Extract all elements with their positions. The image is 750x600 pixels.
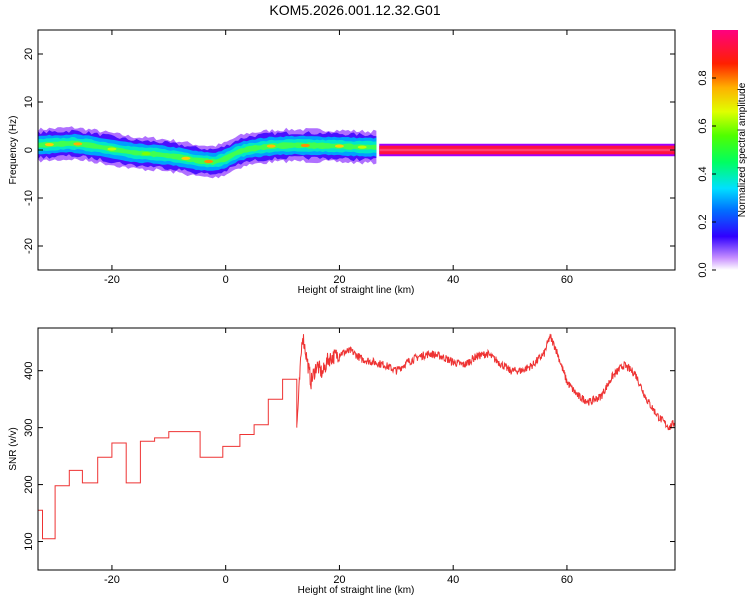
- spectrogram-peak-4: [181, 156, 191, 160]
- spectrogram-x-tick-label: 40: [447, 274, 459, 286]
- snr-y-label: SNR (v/v): [8, 427, 19, 470]
- spectrogram-y-tick-label: 20: [23, 48, 35, 60]
- spectrogram-x-tick-label: -20: [104, 274, 120, 286]
- snr-series-line: [38, 333, 676, 540]
- spectrogram-y-tick-label: -20: [23, 238, 35, 254]
- spectrogram-x-label: Height of straight line (km): [298, 285, 415, 296]
- snr-panel: -20 0 20 40 60 100 200 300 400 Height of straig…: [8, 327, 676, 596]
- snr-y-tick-label: 200: [23, 475, 35, 493]
- snr-x-tick-label: 40: [447, 574, 459, 586]
- snr-plot-area: [38, 328, 675, 570]
- colorbar-tick-label: 0.0: [697, 262, 709, 277]
- spectrogram-peak-9: [357, 145, 367, 149]
- spectrogram-peak-8: [334, 144, 344, 148]
- spectrogram-x-tick-label: 20: [333, 274, 345, 286]
- snr-y-ticks: 100 200 300 400: [23, 362, 675, 551]
- colorbar-tick-label: 0.6: [697, 118, 709, 133]
- colorbar-tick-label: 0.8: [697, 70, 709, 85]
- spectrogram-peak-0: [44, 142, 54, 147]
- spectrogram-peak-3: [141, 152, 151, 156]
- colorbar-tick-label: 0.2: [697, 214, 709, 229]
- spectrogram-y-tick-label: 10: [23, 96, 35, 108]
- spectrogram-y-ticks: -20 -10 0 10 20: [23, 48, 675, 254]
- snr-y-tick-label: 300: [23, 418, 35, 436]
- colorbar-tick-label: 0.4: [697, 166, 709, 181]
- snr-frame: [37, 327, 676, 571]
- snr-x-tick-label: -20: [104, 574, 120, 586]
- spectrogram-peak-1: [73, 142, 83, 146]
- colorbar-label: Normalized spectral amplitude: [737, 82, 748, 217]
- snr-y-tick-label: 100: [23, 532, 35, 550]
- spectrogram-const-band-core: [379, 148, 675, 152]
- colorbar-ticks: 0.0 0.2 0.4 0.6 0.8: [697, 70, 716, 278]
- spectrogram-band-core: [38, 140, 377, 166]
- snr-marks: [38, 333, 676, 540]
- spectrogram-y-label: Frequency (Hz): [8, 116, 19, 185]
- spectrogram-peak-5: [204, 159, 214, 164]
- figure-title: KOM5.2026.001.12.32.G01: [269, 2, 440, 18]
- spectrogram-y-tick-label: 0: [23, 147, 35, 153]
- snr-x-tick-label: 0: [223, 574, 229, 586]
- colorbar: 0.0 0.2 0.4 0.6 0.8 Normalized spectral ampl…: [697, 30, 748, 278]
- spectrogram-x-ticks: -20 0 20 40 60: [104, 30, 573, 286]
- snr-x-ticks: -20 0 20 40 60: [104, 328, 573, 586]
- spectrogram-peak-2: [107, 147, 117, 151]
- spectrogram-y-tick-label: -10: [23, 190, 35, 206]
- snr-x-tick-label: 20: [333, 574, 345, 586]
- spectrogram-x-tick-label: 0: [223, 274, 229, 286]
- snr-x-label: Height of straight line (km): [298, 585, 415, 596]
- spectrogram-peak-7: [300, 143, 310, 148]
- spectrogram-marks: [38, 126, 675, 179]
- spectrogram-x-tick-label: 60: [561, 274, 573, 286]
- spectrogram-peak-6: [266, 144, 276, 148]
- colorbar-gradient: [712, 30, 738, 270]
- snr-y-tick-label: 400: [23, 362, 35, 380]
- snr-x-tick-label: 60: [561, 574, 573, 586]
- spectrogram-panel: -20 0 20 40 60 -20 -10 0 10 20 Height of straigh…: [8, 29, 676, 296]
